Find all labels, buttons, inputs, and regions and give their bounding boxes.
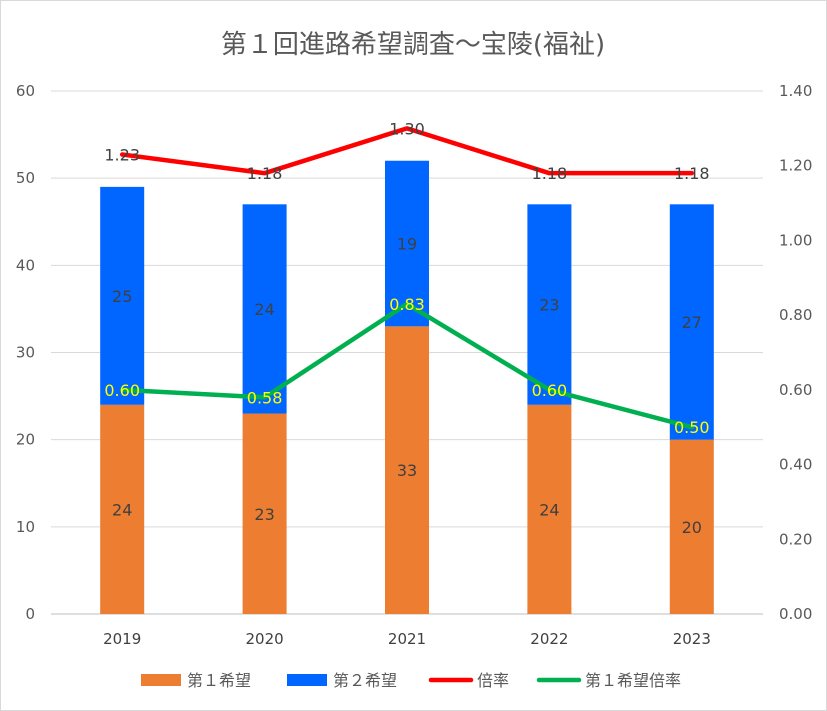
bar-second-choice [669, 204, 714, 440]
bar-first-choice [242, 413, 287, 614]
x-tick-label: 2021 [388, 630, 426, 648]
ratio-line [119, 126, 695, 176]
bar-second-choice [242, 204, 287, 414]
x-tick-label: 2023 [673, 630, 711, 648]
y-left-tick-label: 30 [16, 344, 35, 362]
bar-value-label: 24 [112, 500, 132, 519]
bar-value-label: 23 [539, 296, 559, 315]
y-right-tick-label: 0.20 [779, 530, 812, 548]
bar-value-label: 24 [539, 500, 559, 519]
legend: 第１希望 第２希望 倍率 第１希望倍率 [141, 671, 681, 690]
bar-second-choice [385, 160, 429, 327]
x-tick-label: 2020 [246, 630, 284, 648]
legend-label: 第１希望倍率 [585, 671, 681, 690]
bar-value-label: 27 [682, 313, 702, 332]
y-right-tick-label: 1.00 [779, 231, 812, 249]
bar-value-label: 20 [682, 518, 702, 537]
y-right-tick-label: 0.00 [779, 605, 812, 623]
bar-first-choice [669, 439, 714, 614]
bar-value-label: 24 [254, 300, 274, 319]
bar-second-choice [527, 204, 572, 405]
ratio-value-label: 1.18 [674, 164, 710, 183]
legend-item: 第２希望 [287, 671, 397, 690]
y-left-tick-label: 50 [16, 169, 35, 187]
ratio-value-label: 1.30 [389, 119, 425, 138]
legend-label: 倍率 [477, 671, 509, 690]
x-tick-label: 2019 [103, 630, 141, 648]
bar-value-label: 25 [112, 287, 132, 306]
y-left-tick-label: 10 [16, 518, 35, 536]
legend-item: 第１希望倍率 [536, 671, 681, 690]
first-choice-ratio-value-label: 0.60 [104, 381, 140, 400]
bar-first-choice [527, 404, 572, 614]
legend-label: 第１希望 [187, 671, 251, 690]
first-choice-ratio-value-label: 0.60 [532, 381, 568, 400]
y-left-tick-label: 60 [16, 82, 35, 100]
legend-item: 第１希望 [141, 671, 251, 690]
bars [100, 160, 714, 614]
legend-label: 第２希望 [333, 671, 397, 690]
x-tick-label: 2022 [530, 630, 568, 648]
y-right-tick-label: 0.80 [779, 306, 812, 324]
y-left-tick-label: 0 [25, 605, 35, 623]
legend-swatch [287, 674, 327, 686]
data-labels: 24 25 23 24 33 19 24 23 20 27 1.23 1.18 1.30 1.18 1.18… [104, 119, 709, 536]
legend-swatch [141, 674, 181, 686]
y-left-tick-label: 40 [16, 256, 35, 274]
bar-first-choice [100, 404, 145, 614]
ratio-value-label: 1.23 [104, 146, 140, 165]
bar-value-label: 19 [397, 235, 417, 254]
axes: 0 10 20 30 40 50 60 0.00 0.20 0.40 0.60 0.80 1.00 1.2… [16, 82, 813, 648]
ratio-value-label: 1.18 [247, 164, 283, 183]
first-choice-ratio-value-label: 0.83 [389, 295, 425, 314]
bar-value-label: 23 [254, 505, 274, 524]
y-right-tick-label: 1.40 [779, 82, 812, 100]
bar-second-choice [100, 186, 145, 405]
bar-value-label: 33 [397, 461, 417, 480]
ratio-value-label: 1.18 [532, 164, 568, 183]
bar-first-choice [385, 326, 429, 614]
first-choice-ratio-value-label: 0.50 [674, 418, 710, 437]
first-choice-ratio-line [119, 301, 695, 430]
y-right-tick-label: 0.60 [779, 381, 812, 399]
first-choice-ratio-value-label: 0.58 [247, 388, 283, 407]
y-right-tick-label: 0.40 [779, 456, 812, 474]
legend-item: 倍率 [428, 671, 509, 690]
y-right-tick-label: 1.20 [779, 157, 812, 175]
chart-title: 第１回進路希望調査～宝陵(福祉) [221, 30, 605, 60]
y-left-tick-label: 20 [16, 431, 35, 449]
lines [119, 126, 695, 430]
